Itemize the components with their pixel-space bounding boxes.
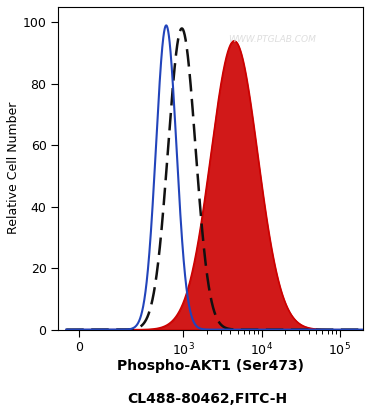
Y-axis label: Relative Cell Number: Relative Cell Number <box>7 102 20 234</box>
Text: WWW.PTGLAB.COM: WWW.PTGLAB.COM <box>228 35 316 44</box>
X-axis label: Phospho-AKT1 (Ser473): Phospho-AKT1 (Ser473) <box>117 360 304 373</box>
Text: CL488-80462,FITC-H: CL488-80462,FITC-H <box>127 392 287 406</box>
